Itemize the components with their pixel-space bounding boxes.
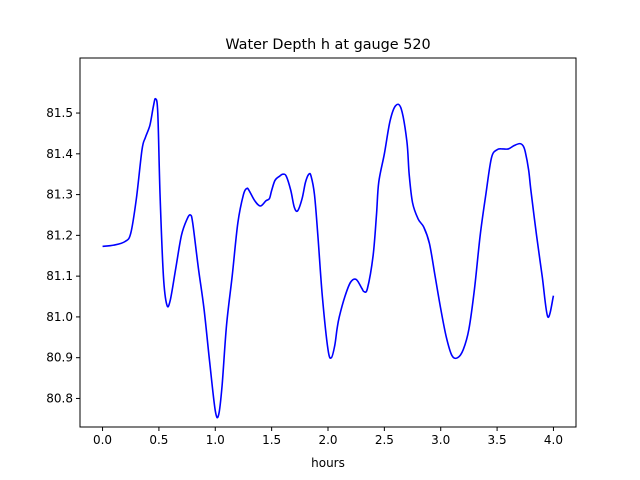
x-tick-label: 3.5 <box>488 433 507 447</box>
y-tick-label: 81.3 <box>46 188 73 202</box>
y-tick-label: 81.2 <box>46 228 73 242</box>
y-tick-label: 80.8 <box>46 391 73 405</box>
x-tick-label: 4.0 <box>544 433 563 447</box>
y-tick-label: 81.4 <box>46 147 73 161</box>
x-tick-label: 2.5 <box>375 433 394 447</box>
series-line <box>102 97 555 419</box>
y-tick-label: 81.5 <box>46 106 73 120</box>
x-tick-label: 1.5 <box>262 433 281 447</box>
y-axis-ticks: 80.8 80.9 81.0 81.1 81.2 81.3 81.4 81.5 <box>46 106 80 405</box>
y-tick-label: 81.1 <box>46 269 73 283</box>
x-axis-label: hours <box>311 456 345 470</box>
series-layer <box>102 97 555 419</box>
x-tick-label: 0.0 <box>93 433 112 447</box>
plot-area <box>80 58 576 427</box>
x-tick-label: 3.0 <box>431 433 450 447</box>
y-tick-label: 80.9 <box>46 351 73 365</box>
plot-frame <box>79 57 577 428</box>
x-tick-label: 0.5 <box>149 433 168 447</box>
chart-title: Water Depth h at gauge 520 <box>225 37 430 53</box>
x-axis-ticks: 0.0 0.5 1.0 1.5 2.0 2.5 3.0 3.5 4.0 <box>93 427 563 447</box>
y-tick-label: 81.0 <box>46 310 73 324</box>
x-tick-label: 1.0 <box>206 433 225 447</box>
x-tick-label: 2.0 <box>318 433 337 447</box>
